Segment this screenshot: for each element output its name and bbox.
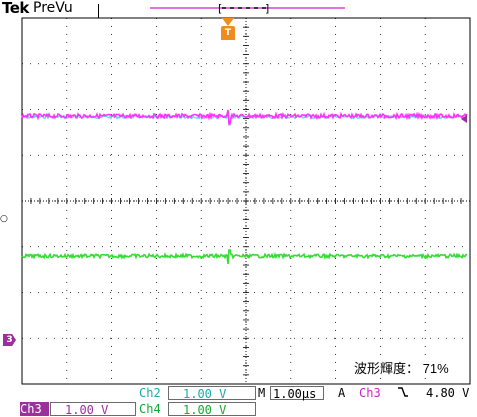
timebase-value[interactable]: 1.00µs (270, 386, 324, 401)
trigger-level[interactable]: 4.80 V (426, 386, 470, 400)
trigger-level-marker[interactable] (461, 115, 467, 123)
waveform-traces (21, 109, 468, 265)
ch4-scale[interactable]: 1.00 V (168, 402, 256, 417)
ch2-scale[interactable]: 1.00 V (168, 386, 256, 401)
ch2-trace (21, 110, 467, 126)
record-view-bar: [ ] (150, 2, 345, 15)
ch3-scale[interactable]: 1.00 V (50, 402, 136, 417)
graticule-grid (21, 17, 471, 385)
ch2-label[interactable]: Ch2 (139, 386, 161, 400)
left-edge-marker: ○ (0, 214, 8, 224)
trigger-position-arrow (222, 18, 234, 26)
svg-text:[: [ (218, 2, 222, 15)
svg-text:]: ] (265, 2, 269, 15)
waveform-intensity-readout: 波形輝度： 71% (352, 358, 451, 377)
waveform-display: [ ] (21, 2, 471, 385)
status-row-top: Ch2 1.00 V M 1.00µs A Ch3 4.80 V (0, 386, 477, 401)
header-divider (98, 4, 99, 18)
trigger-mode: A (338, 386, 346, 400)
acquisition-mode: PreVu (33, 0, 73, 16)
ch3-trace (21, 109, 468, 125)
ch3-ground-marker[interactable]: 3 (3, 334, 16, 346)
status-row-bottom: Ch3 1.00 V Ch4 1.00 V (0, 401, 477, 417)
trigger-channel[interactable]: Ch3 (359, 386, 381, 400)
ch4-label[interactable]: Ch4 (139, 402, 161, 416)
falling-edge-icon (397, 386, 411, 400)
trigger-position-marker[interactable]: T (221, 26, 235, 40)
timebase-prefix: M (258, 386, 266, 400)
ch4-trace (21, 249, 468, 265)
brand-logo: Tek (2, 0, 29, 17)
ch3-label[interactable]: Ch3 (20, 402, 49, 416)
